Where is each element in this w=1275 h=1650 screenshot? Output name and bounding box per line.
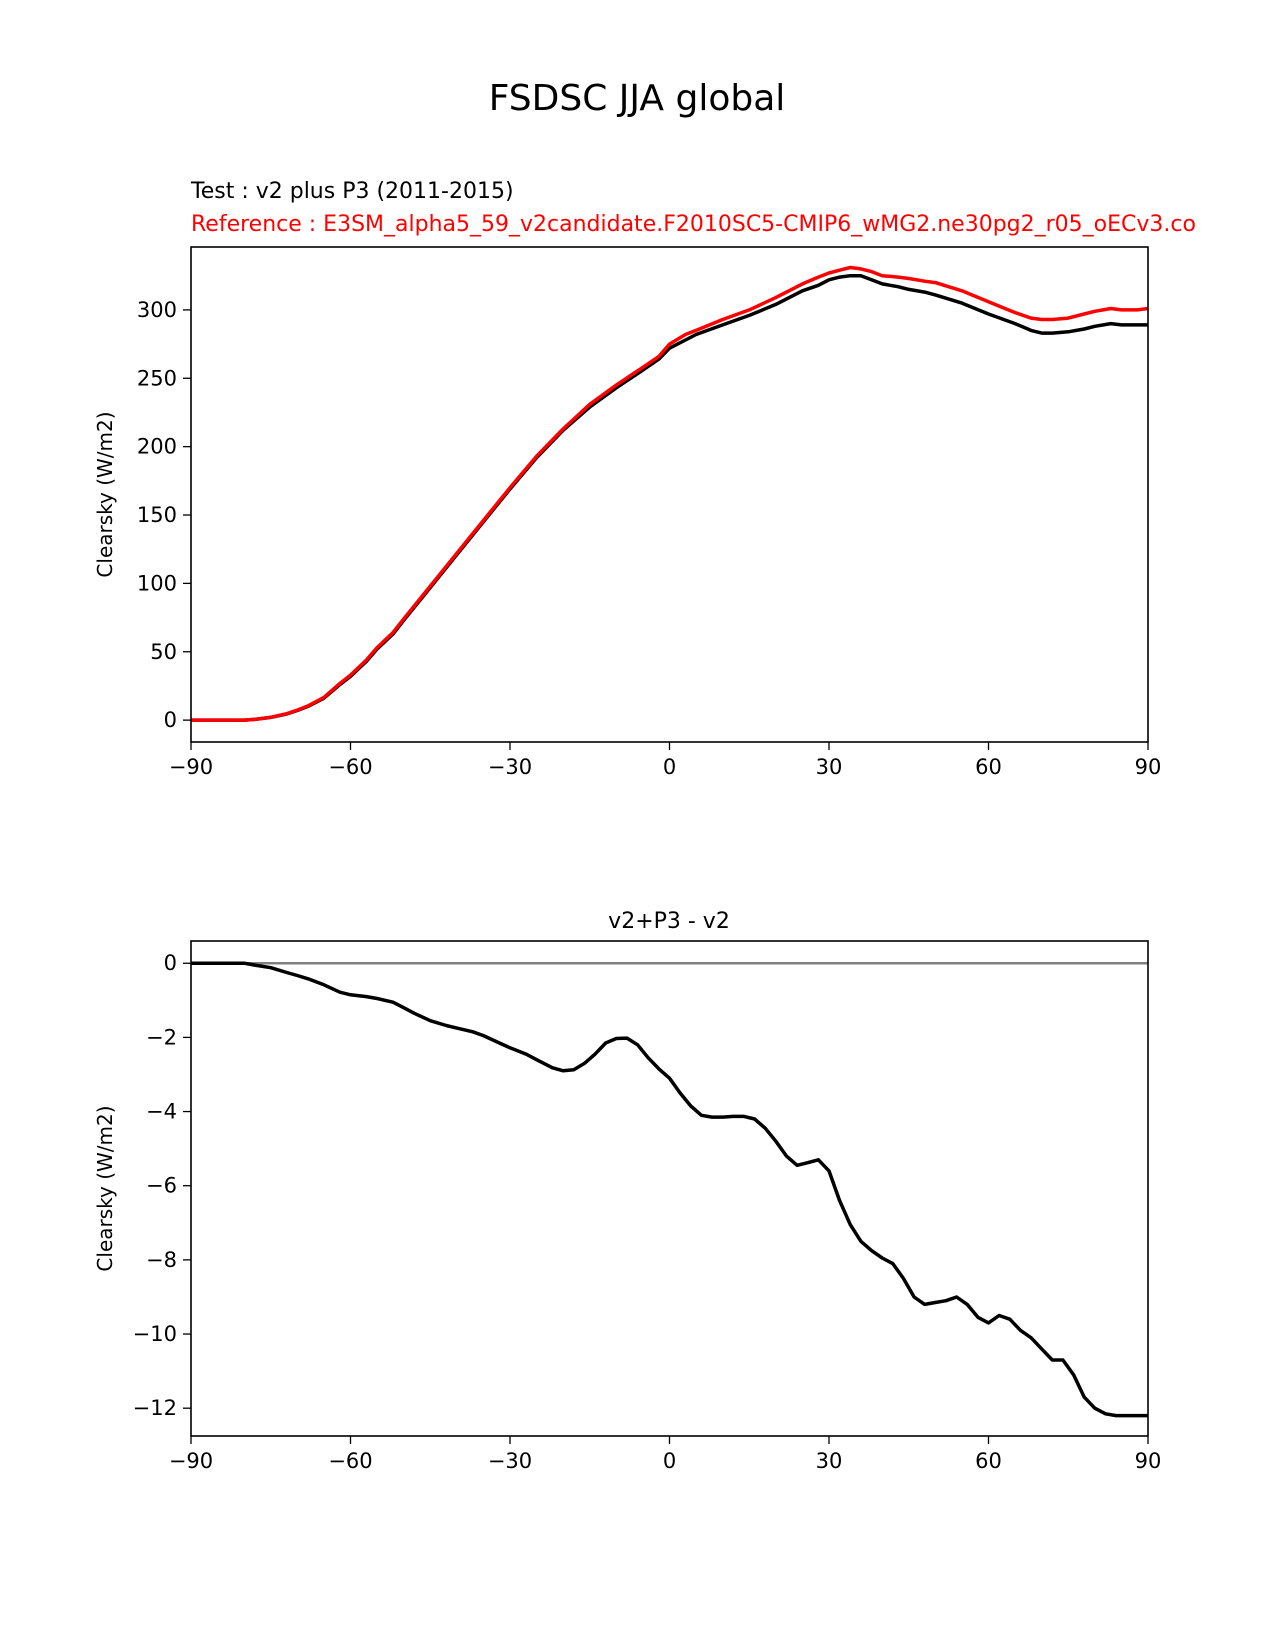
y-tick-label: 0 [164,708,177,732]
series-line-v2-p3-v2 [191,961,1148,1418]
y-tick-label: 0 [164,951,177,975]
y-tick-label: 100 [137,571,177,595]
y-tick-label: 300 [137,298,177,322]
y-tick-label: −10 [133,1322,177,1346]
x-tick-label: −60 [328,755,372,779]
reference-title: Reference : E3SM_alpha5_59_v2candidate.F… [191,212,1196,237]
difference-title: v2+P3 - v2 [608,909,730,934]
x-tick-label: −60 [328,1449,372,1473]
y-tick-label: −8 [146,1248,177,1272]
y-tick-label: 200 [137,435,177,459]
x-tick-label: 0 [663,1449,676,1473]
plot-lines [191,961,1148,1418]
test-title: Test : v2 plus P3 (2011-2015) [190,179,514,204]
x-tick-label: 90 [1135,755,1162,779]
y-tick-label: −6 [146,1174,177,1198]
x-tick-label: 0 [663,755,676,779]
y-axis-label: Clearsky (W/m2) [93,411,117,577]
x-tick-label: 30 [816,755,843,779]
x-tick-label: −30 [488,755,532,779]
top-plot: −90 −60 −30 0 30 60 90 0 50 100 150 200 250 300 Clears… [93,246,1162,779]
y-tick-label: 50 [150,640,177,664]
series-line-reference [191,265,1148,722]
x-tick-label: −30 [488,1449,532,1473]
y-tick-label: −12 [133,1396,177,1420]
difference-plot: −90 −60 −30 0 30 60 90 0 −2 −4 −6 −8 −10 −12 Clearsky … [93,940,1162,1473]
figure-title: FSDSC JJA global [489,78,786,119]
y-tick-label: 250 [137,366,177,390]
plot-frame [190,246,1149,743]
x-tick-label: −90 [169,1449,213,1473]
y-tick-label: −4 [146,1100,177,1124]
y-tick-label: −2 [146,1025,177,1049]
x-tick-label: 30 [816,1449,843,1473]
y-tick-label: 150 [137,503,177,527]
plot-frame [190,940,1149,1437]
x-tick-label: 60 [975,755,1002,779]
y-axis-label: Clearsky (W/m2) [93,1105,117,1271]
x-tick-label: 60 [975,1449,1002,1473]
x-tick-label: −90 [169,755,213,779]
x-tick-label: 90 [1135,1449,1162,1473]
plot-lines [191,265,1148,722]
